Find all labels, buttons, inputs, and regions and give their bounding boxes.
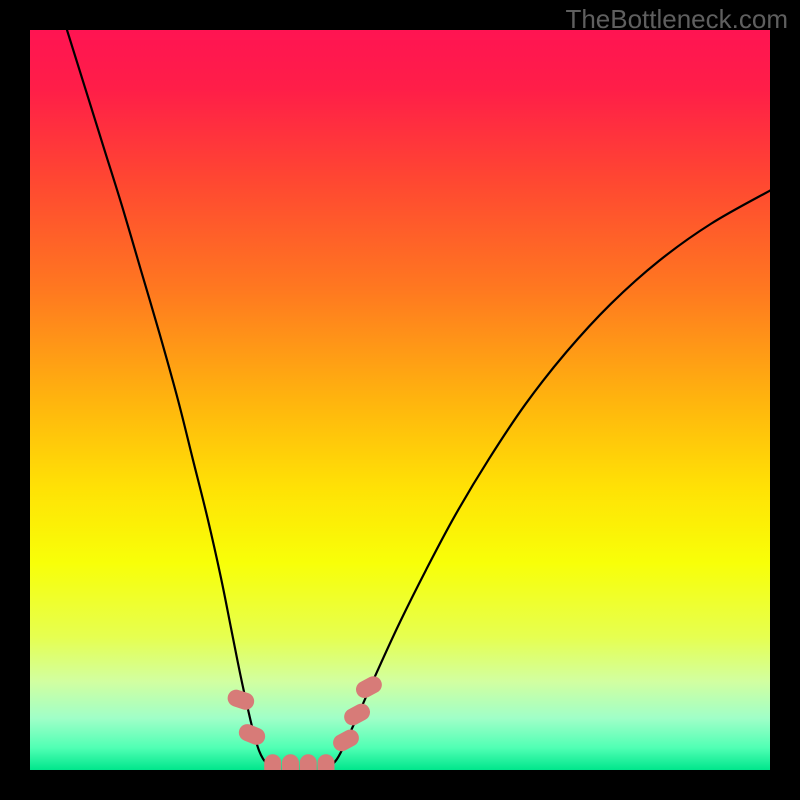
valley-marker	[318, 755, 334, 770]
valley-marker	[226, 688, 256, 711]
valley-marker	[354, 674, 384, 700]
valley-marker	[237, 722, 267, 747]
curve-right-curve	[326, 191, 770, 770]
chart-frame: TheBottleneck.com	[0, 0, 800, 800]
valley-marker	[331, 727, 361, 753]
valley-marker	[265, 755, 281, 770]
plot-area	[30, 30, 770, 770]
curve-left-curve	[67, 30, 274, 770]
valley-marker	[342, 701, 372, 727]
valley-marker	[282, 755, 298, 770]
chart-svg	[30, 30, 770, 770]
valley-marker	[300, 755, 316, 770]
